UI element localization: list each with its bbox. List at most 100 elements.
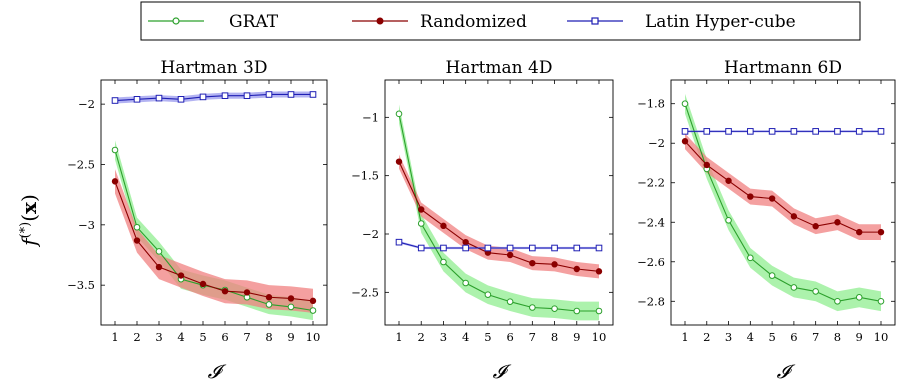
confidence-band-grat	[399, 104, 599, 321]
chart-title: Hartman 4D	[446, 58, 553, 78]
data-point	[681, 100, 689, 108]
x-tick-label: 4	[177, 330, 184, 344]
data-point	[309, 91, 317, 98]
plot-frame	[670, 79, 896, 326]
y-tick-label: −2.5	[351, 285, 379, 299]
data-point	[462, 244, 469, 252]
data-point	[747, 128, 754, 135]
x-tick-label: 1	[681, 330, 688, 344]
data-point	[484, 244, 492, 252]
data-point	[133, 96, 141, 103]
confidence-band-latin-hyper-cube	[115, 91, 313, 104]
data-point	[812, 128, 819, 135]
data-point	[790, 128, 798, 135]
series-line-latin-hyper-cube	[398, 241, 599, 249]
x-tick-label: 1	[111, 330, 118, 344]
x-axis-label: 𝓘	[493, 361, 512, 383]
confidence-band-latin-hyper-cube	[399, 241, 599, 250]
data-point	[155, 94, 163, 102]
data-point	[155, 248, 163, 255]
data-point	[506, 244, 514, 252]
data-point	[573, 307, 581, 315]
data-point	[529, 304, 536, 311]
data-point	[725, 128, 732, 135]
legend-label-latin-hyper-cube: Latin Hyper-cube	[645, 12, 796, 32]
data-point	[834, 297, 841, 305]
confidence-band-randomized	[685, 133, 881, 241]
x-tick-label: 8	[265, 330, 272, 344]
x-tick-label: 5	[484, 330, 491, 344]
legend-marker-circle-open	[172, 17, 180, 25]
data-point	[155, 263, 163, 271]
x-tick-label: 4	[747, 330, 754, 344]
data-point	[768, 195, 776, 202]
chart-title: Hartman 3D	[161, 58, 268, 78]
x-tick-label: 10	[306, 330, 321, 344]
y-tick-label: −2.5	[67, 157, 95, 171]
x-tick-label: 7	[812, 330, 819, 344]
data-point	[856, 228, 863, 236]
chart-title: Hartmann 6D	[724, 58, 842, 78]
series-line-grat	[684, 103, 882, 302]
series-line-grat	[398, 113, 599, 312]
data-point	[855, 128, 863, 135]
plot-frame	[384, 79, 614, 326]
data-point	[768, 128, 776, 135]
data-point	[265, 294, 273, 301]
data-point	[177, 96, 185, 103]
data-point	[551, 244, 558, 252]
data-point	[287, 303, 295, 311]
x-tick-label: 9	[856, 330, 863, 344]
x-tick-label: 6	[506, 330, 513, 344]
data-point	[681, 128, 689, 135]
data-point	[725, 216, 732, 224]
x-tick-label: 2	[133, 330, 140, 344]
data-point	[484, 291, 492, 298]
legend-label-randomized: Randomized	[420, 12, 527, 32]
data-point	[111, 146, 119, 154]
data-point	[790, 213, 798, 220]
data-point	[221, 92, 229, 99]
panel-hartman-3d: Hartman 3D 1 2 3 4 5 6 7 8 9 10 −2 −2.5 −3 −3.5 𝓘	[67, 58, 328, 383]
data-point	[417, 244, 425, 252]
y-tick-label: −2.6	[637, 255, 665, 269]
data-point	[287, 295, 295, 302]
data-point	[573, 265, 580, 273]
confidence-band-grat	[685, 93, 881, 312]
x-axis-label: 𝓘	[777, 361, 796, 383]
data-point	[309, 307, 317, 314]
y-tick-label: −3	[78, 218, 95, 232]
confidence-band-randomized	[115, 169, 313, 313]
x-tick-label: 6	[221, 330, 228, 344]
x-tick-label: 2	[418, 330, 425, 344]
data-point	[834, 219, 841, 226]
data-point	[462, 279, 469, 287]
data-point	[747, 193, 754, 200]
data-point	[529, 259, 536, 267]
legend-box	[140, 1, 861, 41]
series-line-randomized	[684, 140, 881, 233]
data-point	[703, 128, 711, 135]
x-tick-label: 10	[874, 330, 889, 344]
x-tick-label: 9	[287, 330, 294, 344]
data-point	[681, 138, 689, 145]
x-tick-label: 2	[703, 330, 710, 344]
data-point	[395, 158, 403, 165]
confidence-band-randomized	[399, 154, 599, 279]
data-point	[703, 161, 710, 169]
x-tick-label: 1	[395, 330, 402, 344]
data-point	[812, 223, 819, 230]
data-point	[506, 251, 514, 259]
data-point	[551, 261, 558, 268]
x-tick-label: 5	[199, 330, 206, 344]
x-axis-label: 𝓘	[208, 361, 227, 383]
x-tick-label: 7	[243, 330, 250, 344]
data-point	[440, 258, 447, 266]
data-point	[725, 177, 732, 184]
y-tick-label: −1.8	[637, 97, 665, 111]
data-point	[747, 254, 754, 262]
data-point	[573, 244, 581, 252]
data-point	[199, 93, 207, 101]
data-point	[595, 268, 603, 275]
